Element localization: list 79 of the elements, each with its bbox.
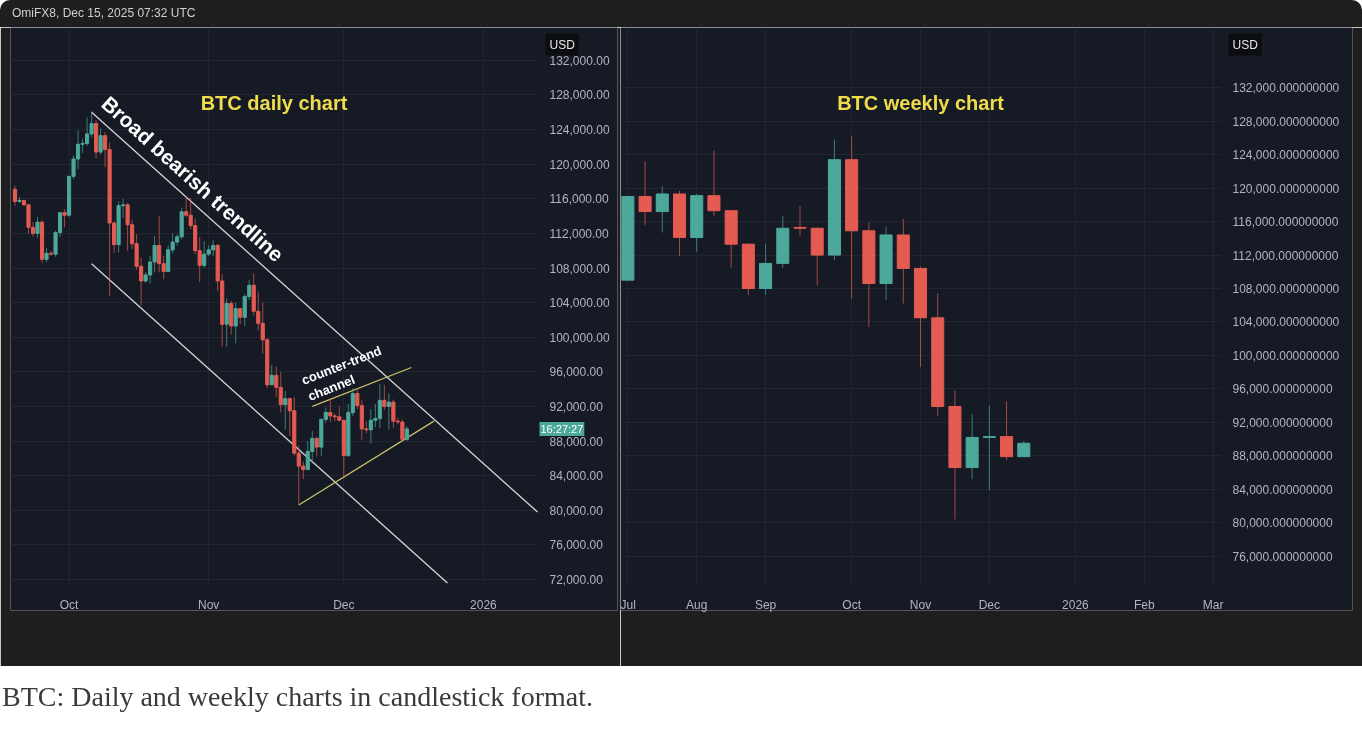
y-tick-label: 124,000.000000000 — [1232, 148, 1340, 163]
x-tick-label: 2026 — [470, 597, 498, 612]
x-tick-label: Dec — [333, 597, 355, 612]
x-tick-label: Nov — [909, 597, 932, 612]
x-tick-label: Nov — [198, 597, 220, 612]
x-tick-label: Mar — [1202, 597, 1224, 612]
y-tick-label: 104,000.000000000 — [1232, 315, 1340, 330]
candlestick — [278, 371, 283, 413]
y-tick-label: 112,000.00 — [549, 226, 609, 241]
candlestick — [35, 216, 40, 239]
text: BTC weekly chart — [837, 91, 1005, 114]
y-tick-label: 104,000.00 — [549, 296, 610, 311]
candlestick — [224, 297, 229, 348]
y-tick-label: 96,000.000000000 — [1232, 382, 1333, 397]
x-tick-label: Jul — [620, 597, 636, 612]
text: BTC: Daily and weekly charts in candlestick format. — [2, 680, 593, 714]
candlestick — [386, 392, 391, 431]
candlestick — [328, 398, 333, 423]
y-tick-label: 128,000.00 — [549, 88, 610, 103]
x-tick-label: Oct — [59, 597, 80, 612]
y-tick-label: 92,000.00 — [549, 399, 604, 414]
candlestick — [382, 384, 387, 411]
candlestick — [229, 300, 234, 336]
x-tick-label: Aug — [686, 597, 708, 612]
candlestick — [48, 250, 54, 257]
candlestick — [157, 215, 162, 273]
y-tick-label: 120,000.00 — [549, 157, 610, 172]
candlestick — [26, 203, 31, 234]
candlestick — [707, 149, 721, 217]
y-axis-title: USD — [549, 37, 576, 52]
y-tick-label: 80,000.000000000 — [1232, 516, 1333, 531]
y-tick-label: 100,000.00 — [549, 330, 610, 345]
candlestick — [1000, 400, 1014, 461]
y-tick-label: 116,000.00 — [549, 192, 609, 207]
text: OmiFX8, Dec 15, 2025 07:32 UTC — [12, 5, 196, 22]
y-tick-label: 128,000.000000000 — [1232, 114, 1340, 129]
candlestick — [391, 399, 396, 429]
candlestick — [283, 390, 288, 431]
text: BTC daily chart — [200, 91, 348, 114]
y-tick-label: 120,000.000000000 — [1232, 181, 1340, 196]
y-tick-label: 124,000.00 — [549, 123, 610, 138]
y-axis-title: USD — [1232, 37, 1259, 52]
y-tick-label: 76,000.00 — [549, 538, 604, 553]
text: 16:27:27 — [540, 422, 584, 435]
y-tick-label: 72,000.00 — [549, 572, 604, 587]
y-tick-label: 112,000.000000000 — [1232, 248, 1339, 263]
candlestick — [982, 405, 996, 491]
candlestick — [377, 383, 382, 429]
candlestick — [62, 208, 67, 228]
x-tick-label: Dec — [978, 597, 1001, 612]
y-tick-label: 132,000.000000000 — [1232, 81, 1340, 96]
y-tick-label: 88,000.000000000 — [1232, 449, 1333, 464]
x-tick-label: Feb — [1133, 597, 1155, 612]
y-tick-label: 96,000.00 — [549, 365, 604, 380]
candlestick — [166, 245, 171, 273]
y-tick-label: 80,000.00 — [549, 503, 604, 518]
candlestick — [314, 436, 319, 458]
y-tick-label: 100,000.000000000 — [1232, 348, 1340, 363]
candlestick — [98, 128, 103, 156]
y-tick-label: 88,000.00 — [549, 434, 604, 449]
candlestick — [202, 240, 207, 269]
x-tick-label: 2026 — [1062, 597, 1090, 612]
candlestick — [269, 364, 274, 386]
candlestick — [125, 202, 130, 252]
x-tick-label: Sep — [754, 597, 777, 612]
y-tick-label: 108,000.00 — [549, 261, 610, 276]
candlestick — [233, 302, 238, 344]
y-tick-label: 84,000.00 — [549, 469, 604, 484]
x-tick-label: Oct — [842, 597, 862, 612]
y-tick-label: 76,000.000000000 — [1232, 549, 1333, 564]
candlestick — [638, 160, 652, 226]
y-tick-label: 84,000.000000000 — [1232, 482, 1333, 497]
candlestick — [400, 418, 405, 442]
y-tick-label: 116,000.000000000 — [1232, 215, 1339, 230]
candlestick — [655, 185, 669, 233]
y-tick-label: 132,000.00 — [549, 53, 610, 68]
y-tick-label: 92,000.000000000 — [1232, 415, 1333, 430]
y-tick-label: 108,000.000000000 — [1232, 282, 1340, 297]
candlestick — [793, 205, 807, 238]
